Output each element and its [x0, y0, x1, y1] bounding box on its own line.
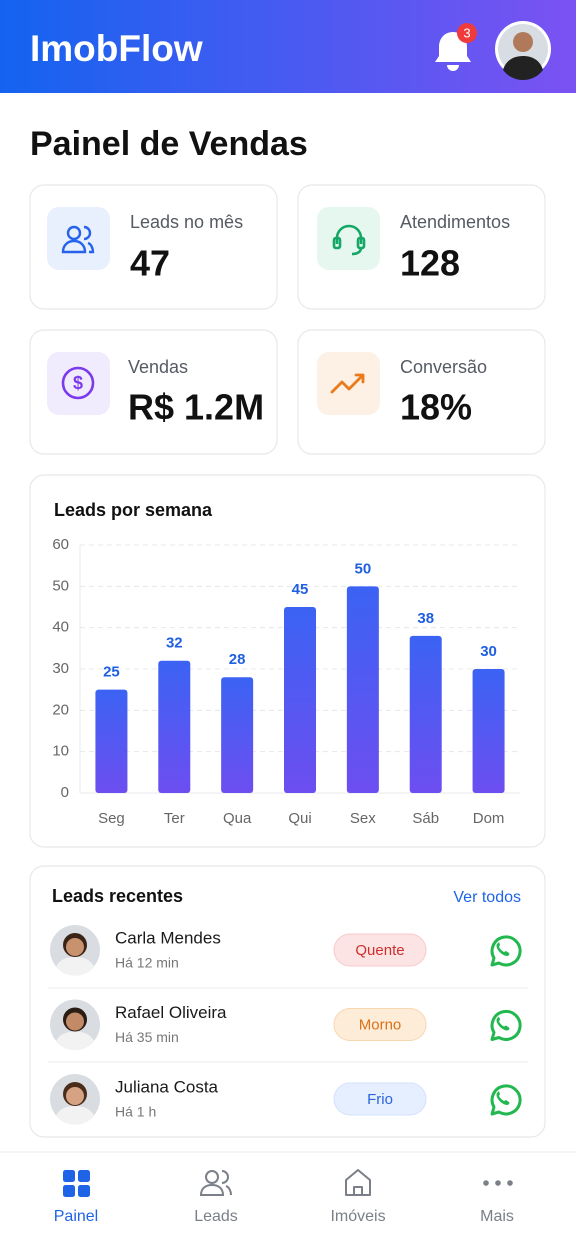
- lead-avatar: [50, 1074, 100, 1125]
- whatsapp-ring: [490, 1084, 522, 1116]
- status-pill: [333, 1082, 427, 1116]
- whatsapp-phone: [496, 1016, 510, 1031]
- section-title: Leads recentes: [52, 886, 183, 906]
- bar: [284, 607, 316, 793]
- bar: [472, 669, 505, 793]
- page-title: Painel de Vendas: [30, 125, 308, 163]
- x-tick-label: Seg: [98, 810, 125, 827]
- whatsapp-button[interactable]: [490, 1084, 522, 1116]
- avatar-face: [66, 938, 84, 956]
- stat-value: R$ 1.2M: [128, 387, 264, 428]
- nav-label: Mais: [480, 1208, 514, 1225]
- bar: [221, 677, 254, 793]
- y-tick-label: 20: [52, 701, 69, 718]
- lead-time: Há 1 h: [115, 1104, 156, 1120]
- lead-row[interactable]: Juliana Costa Há 1 h Frio: [50, 1074, 522, 1125]
- whatsapp-button[interactable]: [490, 1009, 522, 1041]
- whatsapp-phone: [496, 1091, 510, 1105]
- x-tick-label: Sáb: [412, 810, 439, 827]
- lead-row[interactable]: Rafael Oliveira Há 35 min Morno: [50, 999, 522, 1051]
- lead-avatar: [50, 999, 100, 1051]
- whatsapp-phone: [496, 942, 510, 956]
- lead-time: Há 12 min: [115, 955, 179, 971]
- whatsapp-button[interactable]: [490, 935, 522, 967]
- lead-list: Carla Mendes Há 12 min Quente Rafael Olivei…: [50, 925, 522, 1125]
- x-tick-label: Sex: [350, 810, 376, 827]
- stat-value: 128: [400, 243, 460, 284]
- notification-count: 3: [463, 25, 470, 40]
- nav-item[interactable]: Mais: [480, 1180, 514, 1225]
- app-title: ImobFlow: [30, 28, 203, 69]
- y-tick-label: 10: [52, 743, 69, 760]
- stat-label: Conversão: [400, 357, 487, 377]
- avatar-face: [66, 1012, 84, 1031]
- avatar-body: [56, 1106, 94, 1125]
- nav-item[interactable]: Imóveis: [330, 1169, 386, 1225]
- notification-bell[interactable]: 3: [435, 23, 477, 71]
- value-label: 50: [355, 560, 372, 577]
- nav-item[interactable]: Painel: [54, 1170, 98, 1225]
- value-label: 30: [480, 643, 497, 660]
- status-pill: [333, 933, 427, 967]
- stat-card: Conversão 18%: [297, 329, 546, 455]
- y-tick-label: 30: [52, 660, 69, 677]
- x-tick-label: Qui: [288, 810, 311, 827]
- avatar-face: [66, 1087, 84, 1105]
- chart-title: Leads por semana: [54, 500, 213, 520]
- whatsapp-ring: [490, 1009, 522, 1041]
- stat-card: Leads no mês 47: [29, 184, 278, 310]
- lead-row[interactable]: Carla Mendes Há 12 min Quente: [50, 925, 522, 976]
- y-tick-label: 0: [61, 784, 69, 801]
- value-label: 38: [417, 610, 434, 627]
- lead-avatar: [50, 925, 100, 976]
- header-bar: [0, 0, 576, 93]
- bar: [346, 586, 379, 793]
- stat-card: Atendimentos 128: [297, 184, 546, 310]
- recent-leads-card: [29, 865, 546, 1138]
- lead-name: Juliana Costa: [115, 1077, 219, 1096]
- status-label: Quente: [355, 942, 404, 959]
- svg-text:$: $: [73, 373, 83, 393]
- profile-avatar[interactable]: [495, 21, 551, 81]
- bar: [409, 635, 442, 793]
- bottom-nav: [0, 1152, 576, 1248]
- bar: [95, 689, 128, 793]
- value-label: 28: [229, 651, 246, 668]
- value-label: 45: [292, 581, 309, 598]
- lead-name: Rafael Oliveira: [115, 1003, 227, 1022]
- whatsapp-ring: [490, 935, 522, 967]
- x-tick-label: Dom: [473, 810, 505, 827]
- nav-item[interactable]: Leads: [194, 1170, 238, 1225]
- lead-time: Há 35 min: [115, 1029, 179, 1045]
- nav-label: Painel: [54, 1208, 98, 1225]
- status-pill: [333, 1008, 427, 1041]
- nav-label: Imóveis: [330, 1208, 385, 1225]
- nav-label: Leads: [194, 1208, 238, 1225]
- status-label: Morno: [359, 1016, 402, 1033]
- bar-chart: 0 10 20 30 40 50 60 Seg 25 Ter 32 Qua 28 Qui 45 Sex 50 Sá…: [52, 536, 520, 827]
- y-tick-label: 60: [52, 536, 69, 553]
- value-label: 32: [166, 635, 183, 652]
- stat-value: 18%: [400, 387, 472, 428]
- y-tick-label: 40: [52, 619, 69, 636]
- x-tick-label: Qua: [223, 810, 252, 827]
- x-tick-label: Ter: [164, 810, 185, 827]
- status-label: Frio: [367, 1091, 393, 1108]
- see-all-link[interactable]: Ver todos: [453, 889, 521, 906]
- stat-label: Leads no mês: [130, 212, 243, 232]
- avatar-body: [56, 1031, 94, 1051]
- avatar-body: [56, 957, 94, 976]
- stat-label: Atendimentos: [400, 212, 510, 232]
- y-tick-label: 50: [52, 577, 69, 594]
- bar: [158, 660, 191, 793]
- stat-label: Vendas: [128, 357, 188, 377]
- stat-card: $ Vendas R$ 1.2M: [29, 329, 278, 455]
- value-label: 25: [103, 664, 120, 681]
- stat-value: 47: [130, 243, 170, 284]
- lead-name: Carla Mendes: [115, 928, 221, 947]
